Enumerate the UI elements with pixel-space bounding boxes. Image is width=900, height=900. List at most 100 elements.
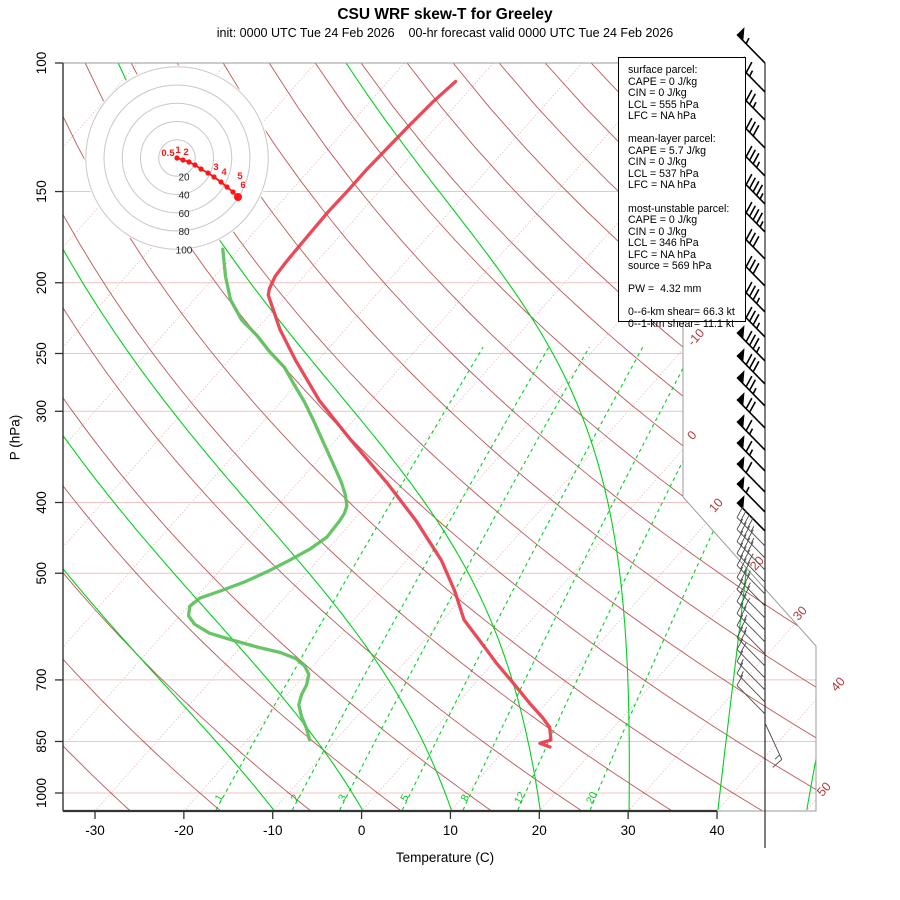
mixing-ratio-label: 20 <box>584 790 600 806</box>
parcel-info-line: CIN = 0 J/kg <box>628 156 687 169</box>
pressure-tick-label: 150 <box>34 180 49 203</box>
parcel-info-line: CIN = 0 J/kg <box>628 87 687 100</box>
parcel-info-line: CIN = 0 J/kg <box>628 225 687 238</box>
hodograph-trace-point <box>218 179 224 185</box>
parcel-info-line: mean-layer parcel: <box>628 133 716 146</box>
temp-tick-label: 30 <box>621 823 636 838</box>
hodograph-ring-label: 100 <box>176 245 193 256</box>
hodograph-trace-point <box>180 157 186 163</box>
temp-tick-label: -30 <box>85 823 105 838</box>
parcel-info-box: surface parcel: CAPE = 0 J/kg CIN = 0 J/kg… <box>618 57 746 330</box>
temp-tick-label: -10 <box>263 823 283 838</box>
mixing-ratio-label: 12 <box>512 790 528 806</box>
wind-barb <box>736 554 766 595</box>
hodograph-height-label: 1 <box>175 145 181 156</box>
wind-barb <box>736 566 766 607</box>
x-axis-title: Temperature (C) <box>395 850 495 865</box>
parcel-info-line: surface parcel: <box>628 64 698 76</box>
wind-barb <box>736 602 766 643</box>
isotherm-edge-label: 40 <box>828 674 848 694</box>
parcel-info-line: source = 569 hPa <box>628 260 712 273</box>
parcel-info-line: CAPE = 0 J/kg <box>628 75 698 88</box>
temp-tick-label: 10 <box>443 823 458 838</box>
pressure-tick-label: 400 <box>34 491 49 514</box>
parcel-info-line: CAPE = 5.7 J/kg <box>628 144 707 157</box>
wind-barb <box>736 674 766 715</box>
wind-barb <box>736 370 766 407</box>
wind-barb <box>736 662 766 703</box>
dewpoint-curve <box>186 247 349 742</box>
hodograph-trace-point <box>198 166 204 172</box>
hodograph-trace-point <box>174 155 180 161</box>
pressure-tick-label: 250 <box>34 342 49 365</box>
hodograph-trace-point <box>205 170 211 176</box>
parcel-info-line: LCL = 346 hPa <box>628 237 699 250</box>
wind-barb <box>736 325 766 362</box>
wind-barb <box>736 348 766 385</box>
wind-barb <box>764 722 783 768</box>
parcel-info-line: LCL = 555 hPa <box>628 98 699 111</box>
pressure-tick-label: 1000 <box>34 778 49 808</box>
hodograph-trace-point <box>230 189 236 195</box>
hodograph-trace-point <box>186 159 192 165</box>
parcel-info-line: CAPE = 0 J/kg <box>628 214 698 227</box>
wind-barb <box>736 650 766 691</box>
parcel-info-line: LFC = NA hPa <box>628 179 697 192</box>
hodograph-height-label: 3 <box>213 162 218 173</box>
pressure-tick-label: 850 <box>34 730 49 753</box>
hodograph-height-label: 5 <box>237 171 243 182</box>
wind-barb <box>736 518 766 559</box>
temp-tick-label: -20 <box>174 823 194 838</box>
parcel-info-line: 0--6-km shear= 66.3 kt <box>628 306 735 319</box>
wind-barb <box>736 495 766 532</box>
hodograph-ring <box>140 121 214 195</box>
parcel-info-line <box>628 192 745 204</box>
hodograph-ring <box>103 84 251 232</box>
mixing-ratio-label: 3 <box>336 792 349 803</box>
temp-tick-label: 0 <box>358 823 366 838</box>
wind-barb <box>736 590 766 631</box>
pressure-tick-label: 700 <box>34 669 49 692</box>
wind-barb <box>736 414 766 451</box>
wind-barb <box>736 392 766 429</box>
hodograph-ring <box>85 66 269 250</box>
temperature-curve <box>266 79 553 749</box>
parcel-info-line: LFC = NA hPa <box>628 110 697 123</box>
parcel-info-line: LCL = 537 hPa <box>628 167 699 180</box>
isotherm-edge-label: 50 <box>814 779 834 799</box>
hodograph-ring-label: 60 <box>178 209 190 220</box>
wind-barb <box>736 614 766 655</box>
wind-barb <box>736 506 766 547</box>
page-title: CSU WRF skew-T for Greeley <box>337 6 553 23</box>
hodograph-trace-point <box>234 193 242 201</box>
hodograph-inset: 20 40 60 80 100 0.5 1 2 3 4 56 <box>84 65 270 256</box>
hodograph-trace-point <box>224 184 230 190</box>
temp-tick-label: 40 <box>710 823 725 838</box>
wind-barb <box>736 626 766 667</box>
hodograph-height-label: 6 <box>240 180 245 191</box>
pressure-tick-label: 300 <box>34 400 49 423</box>
hodograph-ring-label: 40 <box>178 191 190 202</box>
hodograph-ring-label: 80 <box>178 227 190 238</box>
mixing-ratio-label: 5 <box>398 792 411 803</box>
pressure-tick-label: 500 <box>34 562 49 585</box>
parcel-info-line: LFC = NA hPa <box>628 248 697 261</box>
hodograph-trace-point <box>211 174 217 180</box>
wind-barb <box>736 530 766 571</box>
parcel-info-line: most-unstable parcel: <box>628 202 730 215</box>
wind-barb <box>736 578 766 619</box>
wind-barb <box>736 476 766 513</box>
wind-barb <box>736 456 766 493</box>
pressure-tick-label: 200 <box>34 272 49 295</box>
hodograph-ring <box>121 102 233 214</box>
sounding-profiles <box>186 79 553 749</box>
wind-barb <box>736 638 766 679</box>
hodograph-ring <box>158 139 196 177</box>
mixing-ratio-label: 1 <box>213 792 226 803</box>
isotherm-edge-label: 0 <box>684 428 699 443</box>
pressure-tick-label: 100 <box>34 52 49 75</box>
temp-tick-label: 20 <box>532 823 547 838</box>
mixing-ratio-label: 2 <box>289 792 302 803</box>
